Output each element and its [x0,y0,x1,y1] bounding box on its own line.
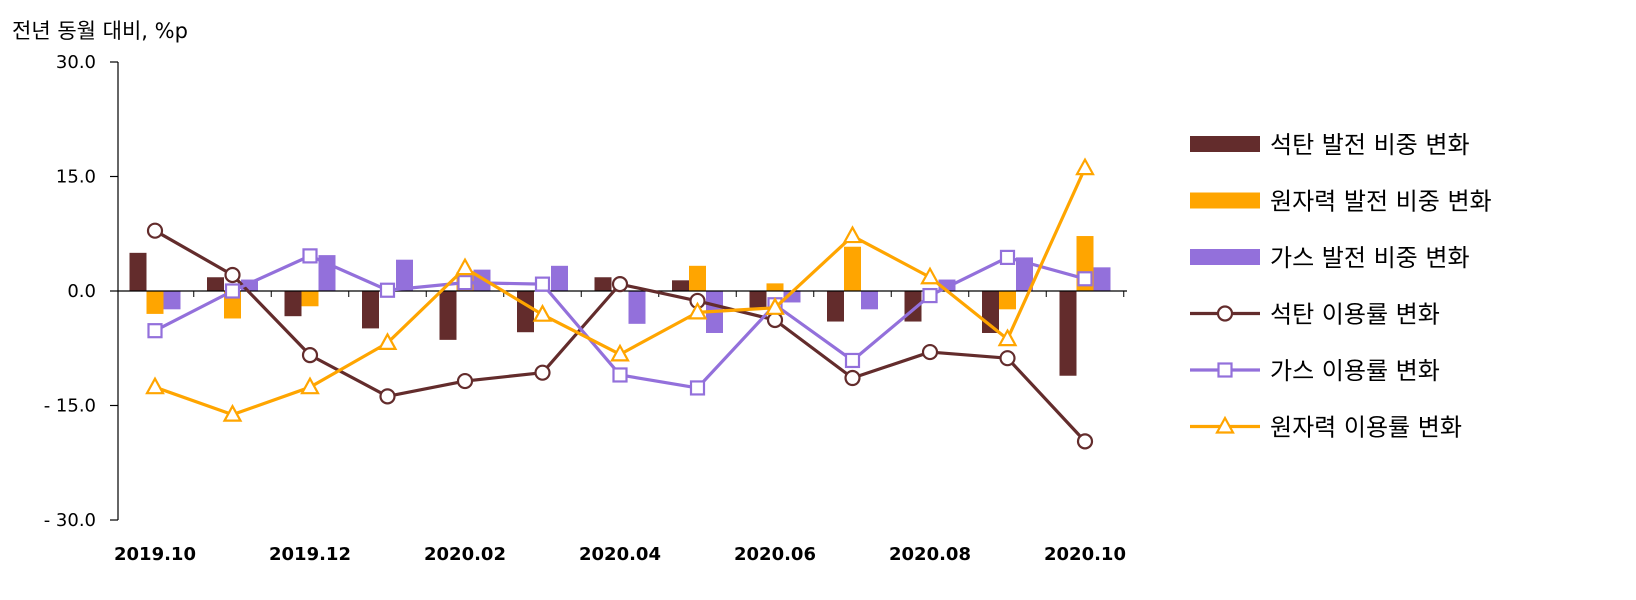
point-2-2020.09 [999,249,1016,266]
point-3-2020.01 [377,332,398,351]
legend-marker-5 [1217,362,1233,378]
axes-layer: 30.0 15.0 0.0 - 15.0 - 30.0 2019.10 2019.12 202… [44,52,1127,565]
point-3-2020.09 [997,328,1018,347]
legend-label-3: 가스 발전 비중 변화 [1270,244,1470,272]
x-tick-label: 2020.10 [1044,544,1126,565]
bar-3-2020.10 [1093,267,1111,291]
point-1-2020.02 [456,372,474,390]
point-2-2020.01 [379,282,396,298]
bar-3-2020.06 [783,291,801,303]
y-tick-label: 15.0 [56,167,96,188]
point-2-2019.10 [147,323,163,339]
bar-3-2020.08 [938,279,956,291]
legend-label-4: 석탄 이용률 변화 [1270,301,1440,329]
point-3-2019.10 [145,376,165,395]
legend-swatch-3 [1190,249,1260,265]
bar-1-2020.05 [672,280,689,291]
bar-1-2020.02 [439,291,457,340]
point-3-2019.12 [300,376,320,395]
bar-3-2020.04 [628,291,646,324]
legend-marker-4 [1216,305,1234,322]
point-3-2020.07 [842,225,863,244]
y-axis-title: 전년 동월 대비, %p [12,19,188,43]
legend-label-6: 원자력 이용률 변화 [1270,414,1462,442]
legend-swatch-1 [1190,136,1260,152]
bar-3-2020.07 [861,291,878,310]
bar-2-2019.12 [301,291,319,307]
bar-2-2020.07 [844,246,861,291]
bar-1-2019.11 [207,277,224,291]
point-2-2020.02 [457,275,473,291]
x-tick-label: 2020.06 [734,544,816,565]
legend-label-2: 원자력 발전 비중 변화 [1270,188,1492,216]
bar-3-2019.11 [241,279,258,291]
point-1-2019.10 [146,222,164,239]
bar-3-2020.09 [1016,257,1033,291]
bar-1-2019.12 [284,291,302,317]
x-tick-label: 2020.08 [889,544,971,565]
point-3-2020.02 [455,257,475,276]
point-1-2020.03 [534,364,551,381]
bar-3-2019.10 [163,291,181,310]
point-3-2020.08 [920,266,940,285]
point-3-2020.04 [610,343,630,362]
point-2-2020.04 [612,367,628,383]
point-2-2020.10 [1077,271,1093,287]
bar-1-2019.10 [129,252,147,291]
point-1-2020.10 [1076,433,1094,450]
bar-1-2020.03 [517,291,534,333]
bar-2-2020.05 [689,265,706,291]
point-1-2020.09 [999,350,1016,367]
bar-1-2020.04 [594,277,612,291]
point-2-2020.05 [689,380,706,396]
point-3-2020.06 [765,297,785,315]
bar-2-2019.10 [146,291,164,314]
bar-1-2020.10 [1059,291,1077,376]
x-tick-label: 2019.10 [114,544,196,565]
point-2-2020.03 [534,276,551,292]
lines-layer [145,157,1095,450]
point-3-2019.11 [222,403,243,422]
bar-2-2020.09 [999,291,1016,310]
point-3-2020.10 [1075,157,1095,176]
point-2-2019.11 [224,283,241,299]
point-1-2020.08 [921,343,939,361]
point-3-2020.05 [687,301,708,320]
x-tick-label: 2019.12 [269,544,351,565]
legend-label-1: 석탄 발전 비중 변화 [1270,131,1470,159]
point-2-2019.12 [302,248,318,264]
point-2-2020.08 [922,287,938,304]
bar-1-2020.06 [749,291,767,308]
x-tick-label: 2020.04 [579,544,661,565]
point-1-2020.04 [611,276,629,293]
legend-label-5: 가스 이용률 변화 [1270,357,1440,385]
point-1-2019.12 [301,347,319,364]
point-1-2019.11 [224,266,241,284]
bar-3-2020.01 [396,259,413,291]
bar-3-2020.03 [551,265,568,291]
y-tick-label: 0.0 [67,281,96,302]
point-3-2020.03 [532,303,553,322]
point-1-2020.06 [766,311,784,329]
x-tick-label: 2020.02 [424,544,506,565]
y-tick-label: - 15.0 [44,396,96,417]
y-tick-label: - 30.0 [44,510,96,531]
y-tick-label: 30.0 [56,52,96,73]
legend-marker-6 [1215,415,1235,434]
point-1-2020.07 [844,369,861,387]
point-1-2020.01 [379,388,396,405]
bar-1-2020.01 [362,291,379,329]
bar-1-2020.07 [827,291,844,322]
bar-2-2020.06 [766,283,784,291]
legend-swatch-2 [1190,192,1260,209]
point-2-2020.07 [844,352,861,369]
